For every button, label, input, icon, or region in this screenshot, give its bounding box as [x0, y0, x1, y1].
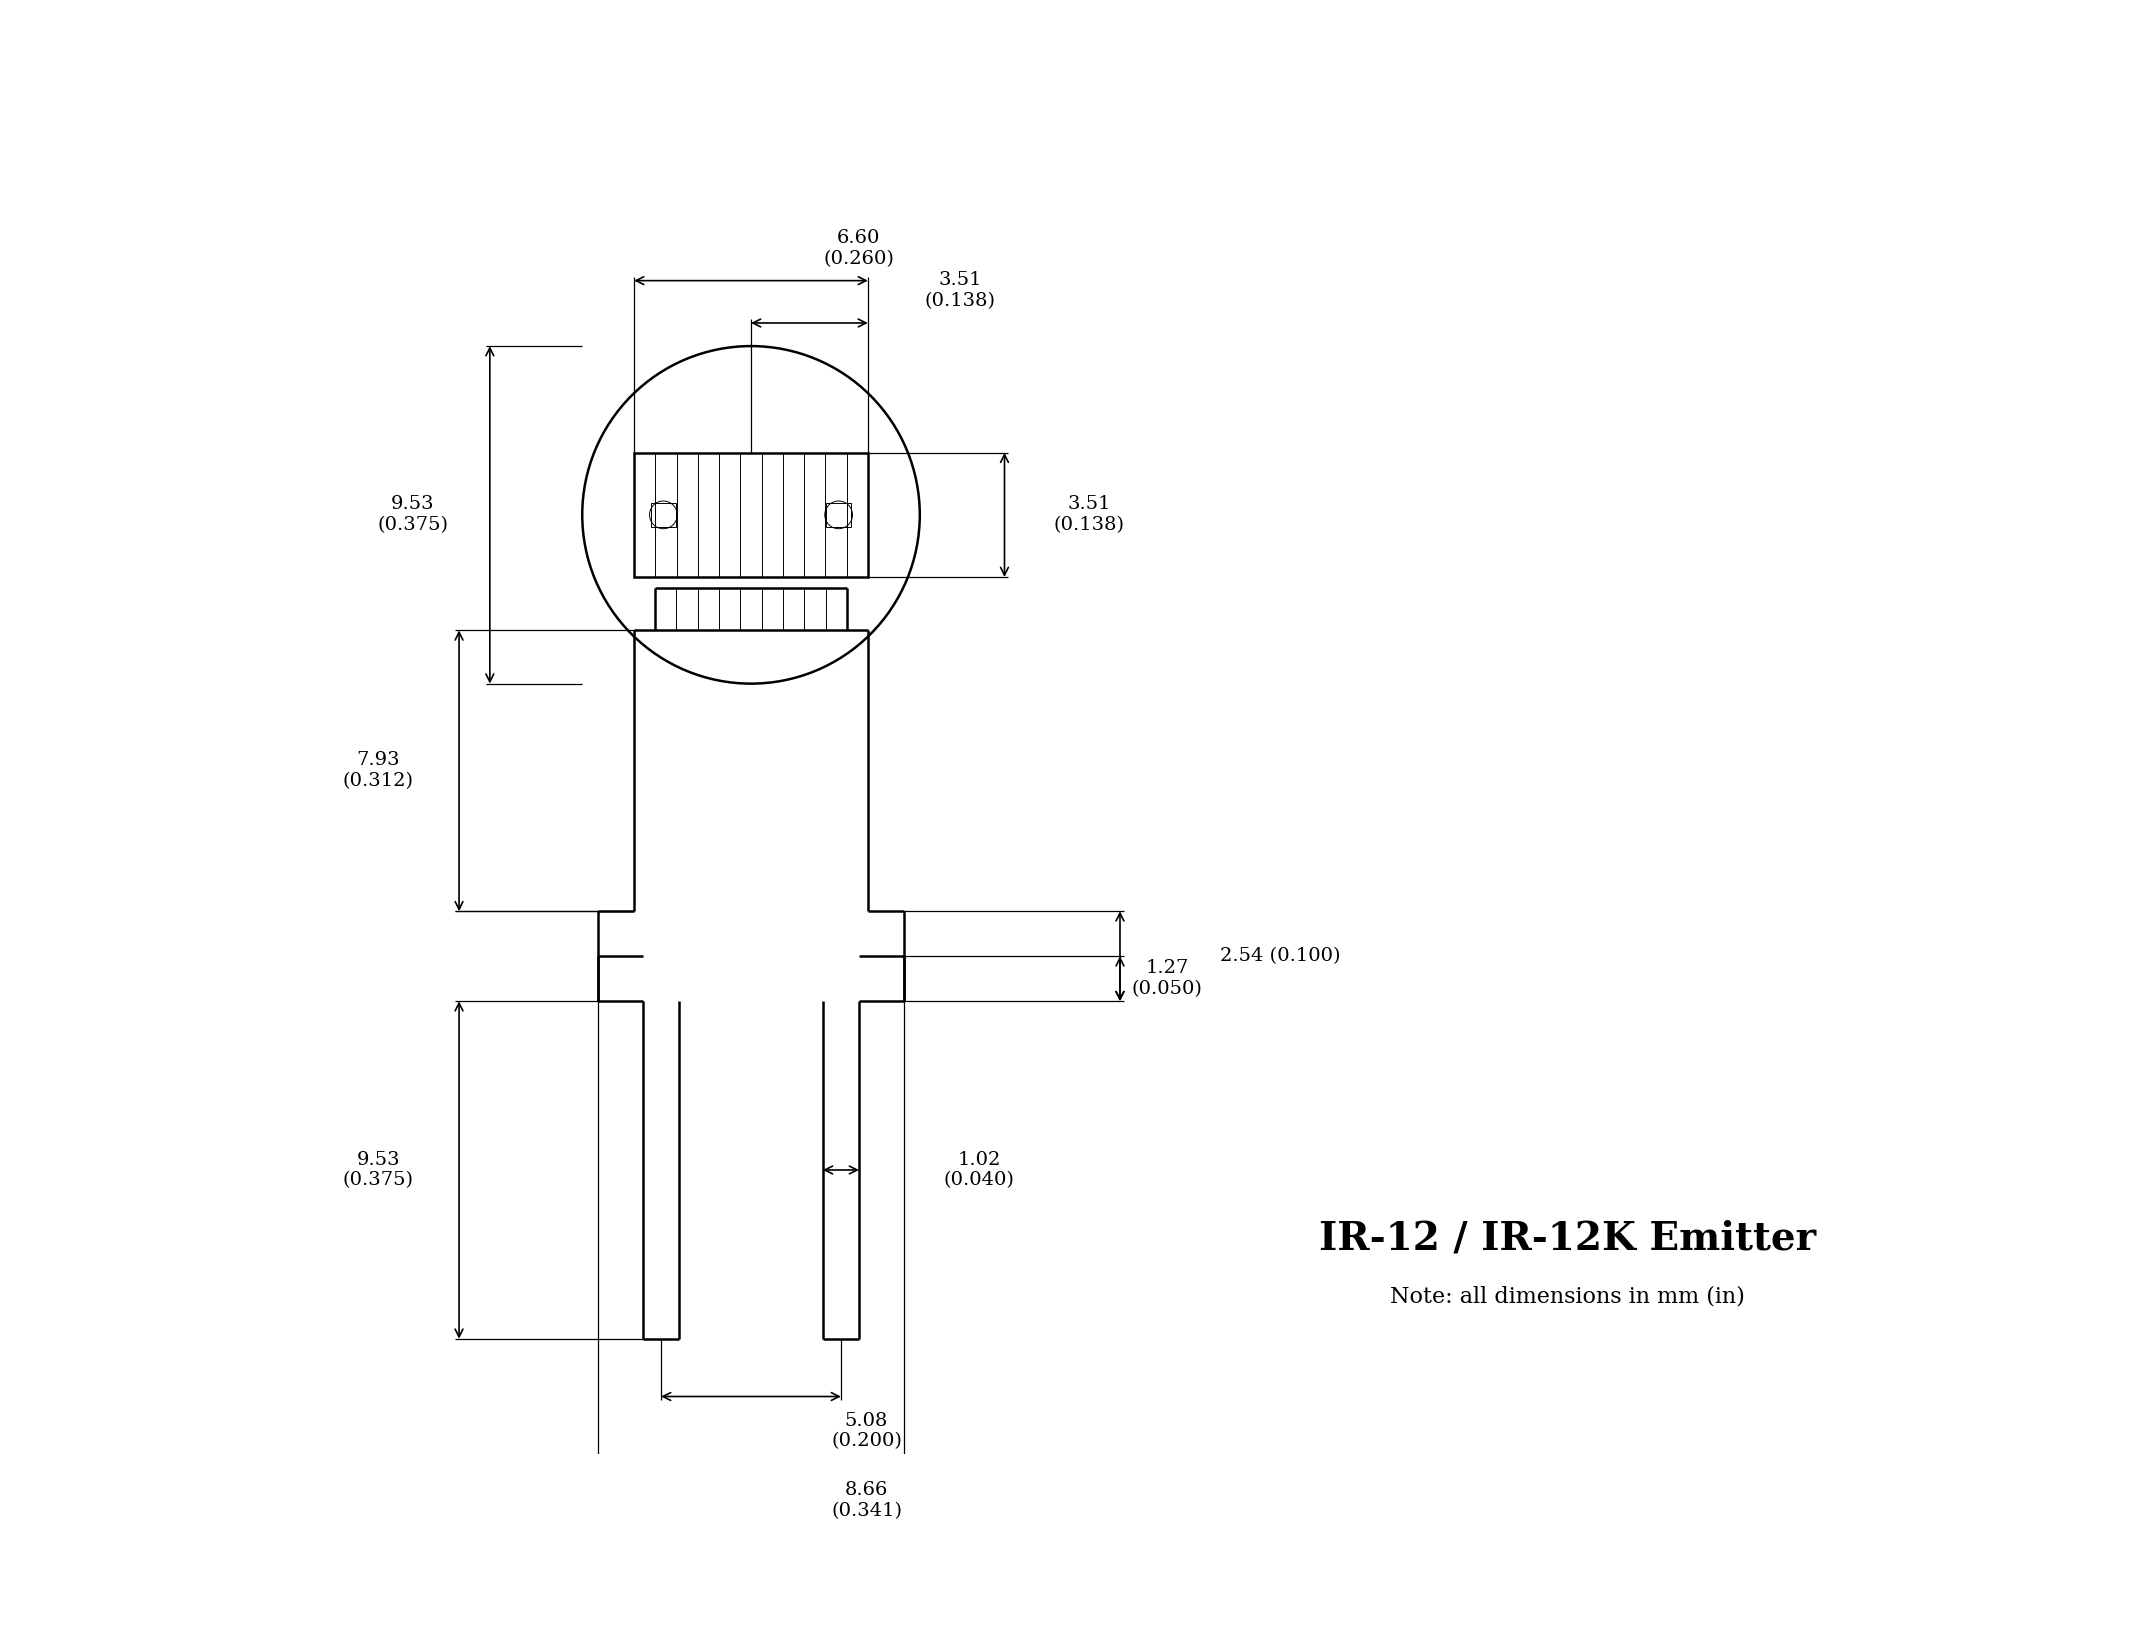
Text: 8.66
(0.341): 8.66 (0.341) — [831, 1480, 901, 1520]
Text: 9.53
(0.375): 9.53 (0.375) — [343, 1150, 414, 1190]
Text: 2.54 (0.100): 2.54 (0.100) — [1221, 948, 1341, 966]
Text: 3.51
(0.138): 3.51 (0.138) — [925, 271, 996, 310]
Text: 1.02
(0.040): 1.02 (0.040) — [944, 1150, 1015, 1190]
Bar — [826, 503, 852, 528]
Bar — [633, 453, 867, 577]
Text: 1.27
(0.050): 1.27 (0.050) — [1131, 959, 1202, 998]
Text: 7.93
(0.312): 7.93 (0.312) — [343, 752, 414, 791]
Text: 5.08
(0.200): 5.08 (0.200) — [831, 1412, 901, 1451]
Text: 9.53
(0.375): 9.53 (0.375) — [378, 495, 449, 534]
Text: 3.51
(0.138): 3.51 (0.138) — [1054, 495, 1125, 534]
Bar — [650, 503, 676, 528]
Text: 6.60
(0.260): 6.60 (0.260) — [824, 229, 895, 268]
Text: IR-12 / IR-12K Emitter: IR-12 / IR-12K Emitter — [1318, 1219, 1816, 1258]
Text: Note: all dimensions in mm (in): Note: all dimensions in mm (in) — [1391, 1286, 1745, 1307]
